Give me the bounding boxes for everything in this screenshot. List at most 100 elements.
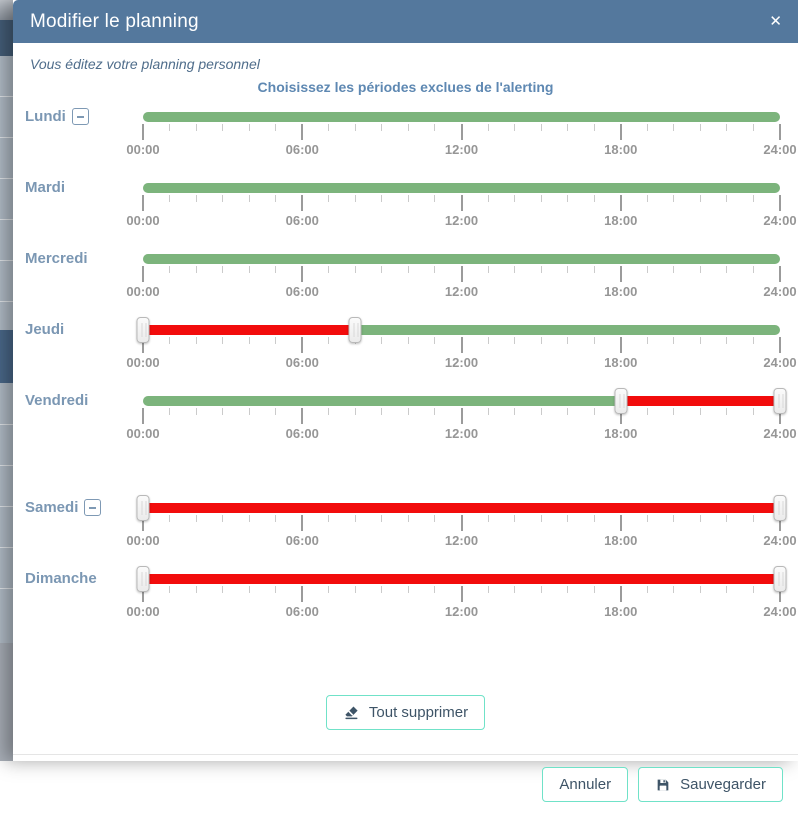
minor-tick <box>726 337 728 344</box>
slider-handle[interactable] <box>773 495 787 521</box>
minor-tick <box>275 124 277 131</box>
slider-handle[interactable] <box>136 566 150 592</box>
minor-tick <box>195 515 197 522</box>
included-period-segment <box>143 396 621 406</box>
excluded-period-segment <box>143 574 780 584</box>
slider-track[interactable] <box>143 574 780 584</box>
minor-tick <box>195 195 197 202</box>
minor-tick <box>195 586 197 593</box>
included-period-segment <box>143 254 780 264</box>
minor-tick <box>752 337 754 344</box>
minor-tick <box>514 337 516 344</box>
minor-tick <box>540 515 542 522</box>
minor-tick <box>726 408 728 415</box>
time-range-slider[interactable]: 00:00 06:00 12:00 18:00 24:00 <box>126 388 797 442</box>
minor-tick <box>328 586 330 593</box>
slider-handle[interactable] <box>136 495 150 521</box>
slider-track[interactable] <box>143 396 780 406</box>
slider-track[interactable] <box>143 112 780 122</box>
major-tick <box>779 124 781 140</box>
minor-tick <box>752 408 754 415</box>
minor-tick <box>673 586 675 593</box>
major-tick <box>301 266 304 282</box>
time-range-slider[interactable]: 00:00 06:00 12:00 18:00 24:00 <box>126 254 797 300</box>
minus-icon <box>89 506 97 509</box>
major-tick <box>619 515 622 531</box>
tick-label: 18:00 <box>604 604 638 619</box>
day-label-cell: Dimanche <box>25 570 143 587</box>
minor-tick <box>487 586 489 593</box>
day-label: Vendredi <box>25 392 89 409</box>
day-row: Vendredi 00:00 06:00 12:00 18:00 24:00 <box>25 388 798 442</box>
minor-tick <box>487 515 489 522</box>
minor-tick <box>646 408 648 415</box>
minor-tick <box>540 586 542 593</box>
slider-track[interactable] <box>143 183 780 193</box>
excluded-period-segment <box>143 503 780 513</box>
time-range-slider[interactable]: 00:00 06:00 12:00 18:00 24:00 <box>126 317 797 371</box>
day-label: Mardi <box>25 179 66 196</box>
major-tick <box>460 195 463 211</box>
day-label: Jeudi <box>25 321 65 338</box>
major-tick <box>460 408 463 424</box>
slider-handle[interactable] <box>136 317 150 343</box>
time-range-slider[interactable]: 00:00 06:00 12:00 18:00 24:00 <box>126 495 797 549</box>
minor-tick <box>354 586 356 593</box>
slider-track[interactable] <box>143 503 780 513</box>
minor-tick <box>540 195 542 202</box>
background-table-edge <box>0 383 13 643</box>
tick-label: 24:00 <box>763 355 797 370</box>
slider-handle[interactable] <box>773 566 787 592</box>
tick-label: 06:00 <box>285 213 319 228</box>
minor-tick <box>752 195 754 202</box>
minor-tick <box>487 195 489 202</box>
minor-tick <box>567 266 569 273</box>
tick-label: 12:00 <box>444 533 479 548</box>
time-range-slider[interactable]: 00:00 06:00 12:00 18:00 24:00 <box>126 112 797 158</box>
major-tick <box>301 337 304 353</box>
slider-handle[interactable] <box>348 317 362 343</box>
slider-track[interactable] <box>143 254 780 264</box>
excluded-period-segment <box>143 325 356 335</box>
major-tick <box>142 586 144 602</box>
cancel-label: Annuler <box>559 776 612 793</box>
day-row: Lundi 00:00 06:00 12:00 18:00 24:00 <box>25 108 798 158</box>
major-tick <box>779 266 781 282</box>
minor-tick <box>328 195 330 202</box>
tick-label: 24:00 <box>763 426 797 441</box>
minor-tick <box>248 586 250 593</box>
minor-tick <box>514 195 516 202</box>
minor-tick <box>514 124 516 131</box>
tick-label: 00:00 <box>126 284 160 299</box>
time-range-slider[interactable]: 00:00 06:00 12:00 18:00 24:00 <box>126 566 797 620</box>
major-tick <box>619 124 622 140</box>
minor-tick <box>699 586 701 593</box>
minor-tick <box>354 195 356 202</box>
slider-handle[interactable] <box>773 388 787 414</box>
minor-tick <box>381 586 383 593</box>
minor-tick <box>514 408 516 415</box>
cancel-button[interactable]: Annuler <box>542 767 629 802</box>
major-tick <box>142 195 144 211</box>
close-icon[interactable]: ✕ <box>769 13 782 30</box>
tick-label: 12:00 <box>444 426 479 441</box>
clear-all-label: Tout supprimer <box>368 704 469 721</box>
minor-tick <box>222 515 224 522</box>
collapse-day-button[interactable] <box>71 108 89 125</box>
clear-all-button[interactable]: Tout supprimer <box>325 695 486 730</box>
minor-tick <box>407 586 409 593</box>
minor-tick <box>275 266 277 273</box>
slider-handle[interactable] <box>614 388 628 414</box>
minor-tick <box>752 124 754 131</box>
minor-tick <box>699 266 701 273</box>
collapse-day-button[interactable] <box>84 499 102 516</box>
minor-tick <box>248 266 250 273</box>
time-range-slider[interactable]: 00:00 06:00 12:00 18:00 24:00 <box>126 183 797 229</box>
slider-track[interactable] <box>143 325 780 335</box>
tick-label: 06:00 <box>285 142 319 157</box>
minor-tick <box>487 408 489 415</box>
minor-tick <box>593 586 595 593</box>
save-button[interactable]: Sauvegarder <box>638 767 783 802</box>
modal-header: Modifier le planning ✕ <box>13 0 798 43</box>
minor-tick <box>169 586 171 593</box>
